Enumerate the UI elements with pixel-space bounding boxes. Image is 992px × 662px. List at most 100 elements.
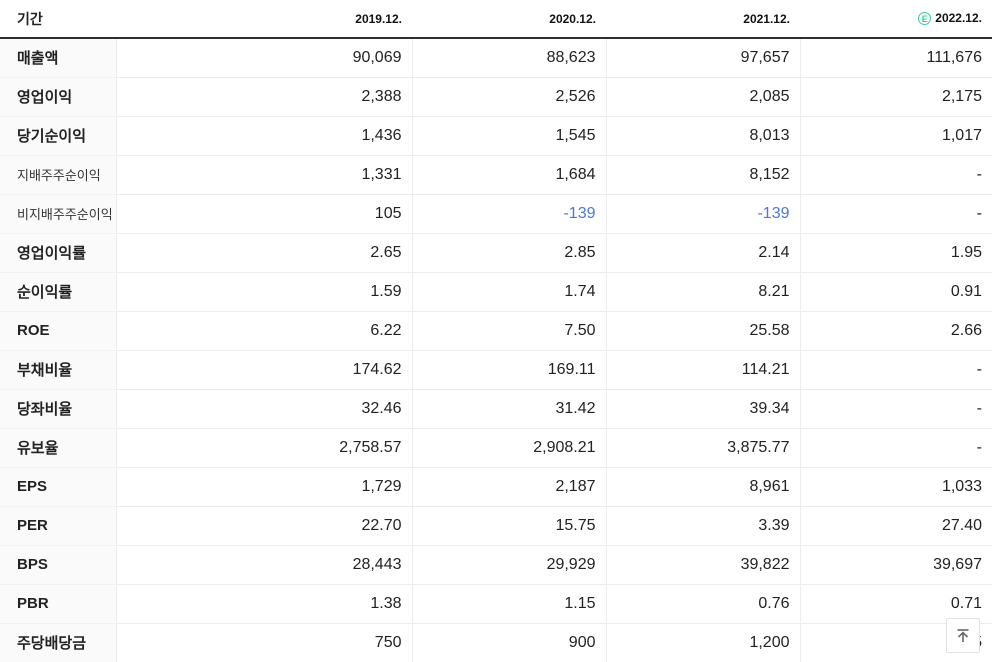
- value-cell-2021.12: 1,200: [605, 623, 800, 662]
- value-cell-2020.12: 2,526: [411, 77, 606, 117]
- value-cell-2022.12: -: [799, 194, 992, 234]
- value-cell-2021.12: 8,961: [605, 467, 800, 507]
- estimate-badge-icon: E: [918, 11, 932, 25]
- row-label: BPS: [0, 545, 117, 585]
- row-label: 지배주주순이익: [0, 155, 117, 195]
- table-row: 유보율 2,758.57 2,908.21 3,875.77-: [0, 428, 992, 468]
- row-label: EPS: [0, 467, 117, 507]
- scroll-to-top-button[interactable]: [946, 618, 980, 653]
- table-row: PBR 1.38 1.15 0.76 0.71: [0, 584, 992, 624]
- column-header-2020: 2020.12.: [412, 0, 606, 39]
- row-label: 당좌비율: [0, 389, 117, 429]
- table-row: ROE 6.22 7.50 25.58 2.66: [0, 311, 992, 351]
- value-cell-2019.12: 1,729: [116, 467, 412, 507]
- table-row: 영업이익률 2.65 2.85 2.14 1.95: [0, 233, 992, 273]
- value-cell-2020.12: 2,908.21: [411, 428, 606, 468]
- value-cell-2022.12: -: [799, 428, 992, 468]
- column-header-2022-label: 2022.12.: [935, 11, 982, 26]
- table-row: 영업이익 2,388 2,526 2,085 2,175: [0, 77, 992, 117]
- table-row: BPS 28,443 29,929 39,822 39,697: [0, 545, 992, 585]
- value-cell-2020.12: 2,187: [411, 467, 606, 507]
- value-cell-2019.12: 105: [116, 194, 412, 234]
- value-cell-2020.12: 15.75: [411, 506, 606, 546]
- value-cell-2022.12: -: [799, 155, 992, 195]
- value-cell-2022.12: 39,697: [799, 545, 992, 585]
- value-cell-2021.12: 8,152: [605, 155, 800, 195]
- value-cell-2022.12: -: [799, 350, 992, 390]
- value-cell-2021.12: 3,875.77: [605, 428, 800, 468]
- value-cell-2020.12: 7.50: [411, 311, 606, 351]
- row-label: 매출액: [0, 38, 117, 78]
- table-row: 매출액 90,069 88,623 97,657 111,676: [0, 38, 992, 78]
- row-label: 영업이익률: [0, 233, 117, 273]
- value-cell-2020.12: 169.11: [411, 350, 606, 390]
- value-cell-2022.12: 27.40: [799, 506, 992, 546]
- table-body: 매출액 90,069 88,623 97,657 111,676 영업이익 2,388 2,5…: [0, 38, 992, 662]
- column-header-2021: 2021.12.: [606, 0, 800, 39]
- value-cell-2019.12: 22.70: [116, 506, 412, 546]
- value-cell-2019.12: 32.46: [116, 389, 412, 429]
- value-cell-2020.12: 31.42: [411, 389, 606, 429]
- value-cell-2019.12: 28,443: [116, 545, 412, 585]
- value-cell-2021.12: -139: [605, 194, 800, 234]
- table-row: 부채비율 174.62 169.11 114.21-: [0, 350, 992, 390]
- value-cell-2019.12: 1.38: [116, 584, 412, 624]
- value-cell-2021.12: 0.76: [605, 584, 800, 624]
- value-cell-2021.12: 2.14: [605, 233, 800, 273]
- value-cell-2019.12: 90,069: [116, 38, 412, 78]
- value-cell-2022.12: 0.91: [799, 272, 992, 312]
- value-cell-2019.12: 6.22: [116, 311, 412, 351]
- value-cell-2020.12: 1.15: [411, 584, 606, 624]
- value-cell-2021.12: 39.34: [605, 389, 800, 429]
- column-header-2022-estimate: E 2022.12.: [800, 0, 992, 39]
- table-row: 순이익률 1.59 1.74 8.21 0.91: [0, 272, 992, 312]
- value-cell-2022.12: 5: [799, 623, 992, 662]
- period-header: 기간: [0, 0, 116, 39]
- value-cell-2019.12: 2,758.57: [116, 428, 412, 468]
- value-cell-2022.12: 2,175: [799, 77, 992, 117]
- value-cell-2021.12: 3.39: [605, 506, 800, 546]
- value-cell-2022.12: 1.95: [799, 233, 992, 273]
- value-cell-2022.12: 111,676: [799, 38, 992, 78]
- value-cell-2019.12: 1.59: [116, 272, 412, 312]
- value-cell-2022.12: 1,033: [799, 467, 992, 507]
- row-label: 영업이익: [0, 77, 117, 117]
- table-row: EPS 1,729 2,187 8,961 1,033: [0, 467, 992, 507]
- value-cell-2020.12: -139: [411, 194, 606, 234]
- value-cell-2021.12: 25.58: [605, 311, 800, 351]
- value-cell-2021.12: 97,657: [605, 38, 800, 78]
- value-cell-2021.12: 39,822: [605, 545, 800, 585]
- value-cell-2022.12: 2.66: [799, 311, 992, 351]
- row-label: PBR: [0, 584, 117, 624]
- value-cell-2019.12: 174.62: [116, 350, 412, 390]
- value-cell-2019.12: 2.65: [116, 233, 412, 273]
- value-cell-2019.12: 750: [116, 623, 412, 662]
- value-cell-2019.12: 1,331: [116, 155, 412, 195]
- row-label: PER: [0, 506, 117, 546]
- column-header-2019: 2019.12.: [116, 0, 412, 39]
- value-cell-2020.12: 900: [411, 623, 606, 662]
- row-label: 주당배당금: [0, 623, 117, 662]
- arrow-up-to-top-icon: [957, 628, 969, 642]
- row-label: ROE: [0, 311, 117, 351]
- table-row: PER 22.70 15.75 3.39 27.40: [0, 506, 992, 546]
- value-cell-2021.12: 2,085: [605, 77, 800, 117]
- table-row: 지배주주순이익 1,331 1,684 8,152-: [0, 155, 992, 195]
- row-label: 당기순이익: [0, 116, 117, 156]
- row-label: 순이익률: [0, 272, 117, 312]
- value-cell-2019.12: 2,388: [116, 77, 412, 117]
- value-cell-2022.12: -: [799, 389, 992, 429]
- value-cell-2020.12: 88,623: [411, 38, 606, 78]
- value-cell-2021.12: 8.21: [605, 272, 800, 312]
- value-cell-2019.12: 1,436: [116, 116, 412, 156]
- table-header: 기간 2019.12. 2020.12. 2021.12. E 2022.12.: [0, 0, 992, 39]
- value-cell-2021.12: 114.21: [605, 350, 800, 390]
- value-cell-2020.12: 2.85: [411, 233, 606, 273]
- value-cell-2020.12: 1,684: [411, 155, 606, 195]
- value-cell-2022.12: 0.71: [799, 584, 992, 624]
- table-row: 당기순이익 1,436 1,545 8,013 1,017: [0, 116, 992, 156]
- value-cell-2022.12: 1,017: [799, 116, 992, 156]
